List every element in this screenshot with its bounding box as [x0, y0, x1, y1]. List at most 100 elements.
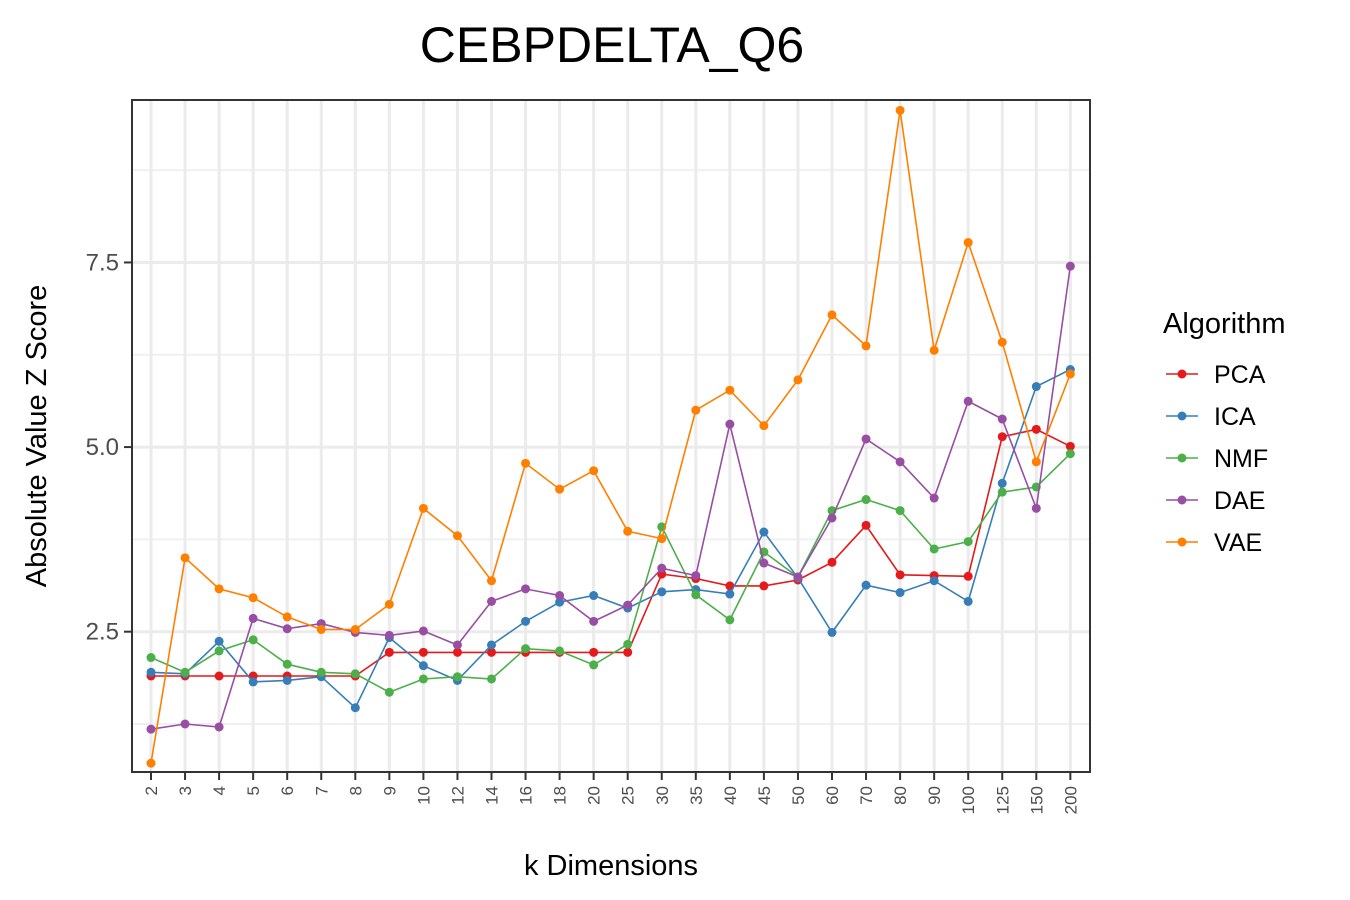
data-point-dae	[793, 572, 803, 582]
data-point-ica	[248, 677, 258, 687]
series-line-dae	[150, 266, 1072, 730]
data-point-dae	[452, 640, 462, 650]
data-point-dae	[487, 596, 496, 606]
data-point-pca	[725, 581, 735, 591]
legend-label-ica: ICA	[1214, 403, 1256, 431]
data-point-vae	[725, 385, 735, 395]
x-tick-label: 80	[891, 786, 910, 805]
legend-title: Algorithm	[1163, 308, 1286, 340]
data-point-nmf	[861, 495, 871, 505]
legend-label-pca: PCA	[1214, 361, 1266, 389]
data-point-pca	[1065, 441, 1075, 451]
data-point-nmf	[521, 644, 531, 654]
x-tick-label: 150	[1027, 786, 1046, 814]
grid-minor	[132, 169, 1090, 725]
data-point-ica	[929, 576, 939, 586]
data-point-vae	[929, 345, 939, 355]
x-tick-label: 60	[823, 786, 842, 805]
data-point-dae	[248, 613, 258, 623]
x-tick-label: 25	[619, 786, 638, 805]
data-point-nmf	[214, 646, 224, 656]
y-tick-label: 5.0	[86, 434, 119, 461]
x-tick-label: 9	[380, 786, 399, 795]
data-point-vae	[214, 584, 224, 594]
data-point-nmf	[963, 537, 973, 547]
y-axis-title: Absolute Value Z Score	[21, 285, 53, 588]
data-point-vae	[248, 593, 258, 603]
data-point-dae	[521, 584, 531, 594]
data-point-dae	[1031, 503, 1041, 513]
data-point-ica	[1031, 382, 1041, 392]
data-point-ica	[657, 587, 667, 597]
data-point-vae	[963, 238, 973, 248]
x-tick-label: 4	[210, 786, 229, 795]
data-point-ica	[963, 596, 973, 606]
data-point-dae	[929, 493, 939, 503]
x-tick-label: 70	[857, 786, 876, 805]
series-line-pca	[151, 428, 1071, 677]
series-layer	[146, 105, 1075, 768]
data-point-pca	[1031, 424, 1041, 434]
data-point-dae	[657, 563, 667, 573]
x-tick-label: 50	[789, 786, 808, 805]
data-point-pca	[452, 647, 462, 657]
data-point-vae	[827, 310, 837, 320]
data-point-nmf	[1065, 449, 1075, 459]
data-point-ica	[214, 636, 224, 646]
data-point-vae	[452, 531, 462, 541]
x-tick-label: 90	[925, 786, 944, 805]
data-point-nmf	[282, 659, 292, 669]
data-point-vae	[180, 553, 190, 563]
data-point-pca	[759, 581, 769, 591]
legend-label-nmf: NMF	[1214, 445, 1268, 473]
data-point-dae	[214, 722, 224, 732]
data-point-dae	[861, 434, 871, 444]
data-point-nmf	[146, 653, 156, 663]
x-tick-label: 20	[585, 786, 604, 805]
data-point-ica	[521, 616, 531, 626]
data-point-ica	[350, 703, 360, 713]
x-tick-label: 200	[1061, 786, 1080, 814]
data-point-vae	[1031, 457, 1041, 467]
data-point-ica	[895, 588, 905, 598]
data-point-pca	[623, 647, 633, 657]
data-point-nmf	[691, 590, 701, 600]
x-tick-label: 45	[755, 786, 774, 805]
x-tick-label: 18	[551, 786, 570, 805]
data-point-dae	[418, 626, 428, 636]
data-point-pca	[214, 671, 224, 681]
data-point-vae	[623, 526, 633, 536]
data-point-dae	[759, 558, 769, 568]
data-point-dae	[725, 419, 735, 429]
data-point-vae	[282, 612, 292, 622]
x-tick-label: 7	[312, 786, 331, 795]
series-line-nmf	[150, 453, 1071, 694]
data-point-vae	[1065, 369, 1075, 379]
data-point-vae	[350, 624, 360, 634]
data-point-vae	[895, 105, 905, 115]
data-point-vae	[657, 534, 667, 544]
data-point-dae	[282, 624, 292, 634]
data-point-vae	[691, 405, 701, 415]
x-tick-label: 8	[346, 786, 365, 795]
x-tick-label: 125	[993, 786, 1012, 814]
legend-key-point-dae	[1177, 495, 1187, 505]
x-tick-label: 3	[176, 786, 195, 795]
legend-label-vae: VAE	[1214, 529, 1262, 557]
data-point-pca	[963, 571, 973, 581]
plot-panel	[131, 99, 1091, 773]
data-point-vae	[861, 341, 871, 351]
data-point-vae	[146, 758, 156, 768]
x-axis-title: k Dimensions	[524, 850, 698, 882]
data-point-dae	[963, 396, 973, 406]
data-point-ica	[589, 591, 599, 601]
grid-major	[132, 100, 1090, 772]
legend-label-dae: DAE	[1214, 487, 1265, 515]
data-point-nmf	[350, 669, 360, 679]
data-point-nmf	[487, 674, 496, 684]
data-point-nmf	[452, 672, 462, 682]
data-point-ica	[282, 675, 292, 685]
data-point-pca	[861, 520, 871, 530]
data-point-nmf	[895, 506, 905, 516]
data-point-dae	[1065, 261, 1075, 271]
